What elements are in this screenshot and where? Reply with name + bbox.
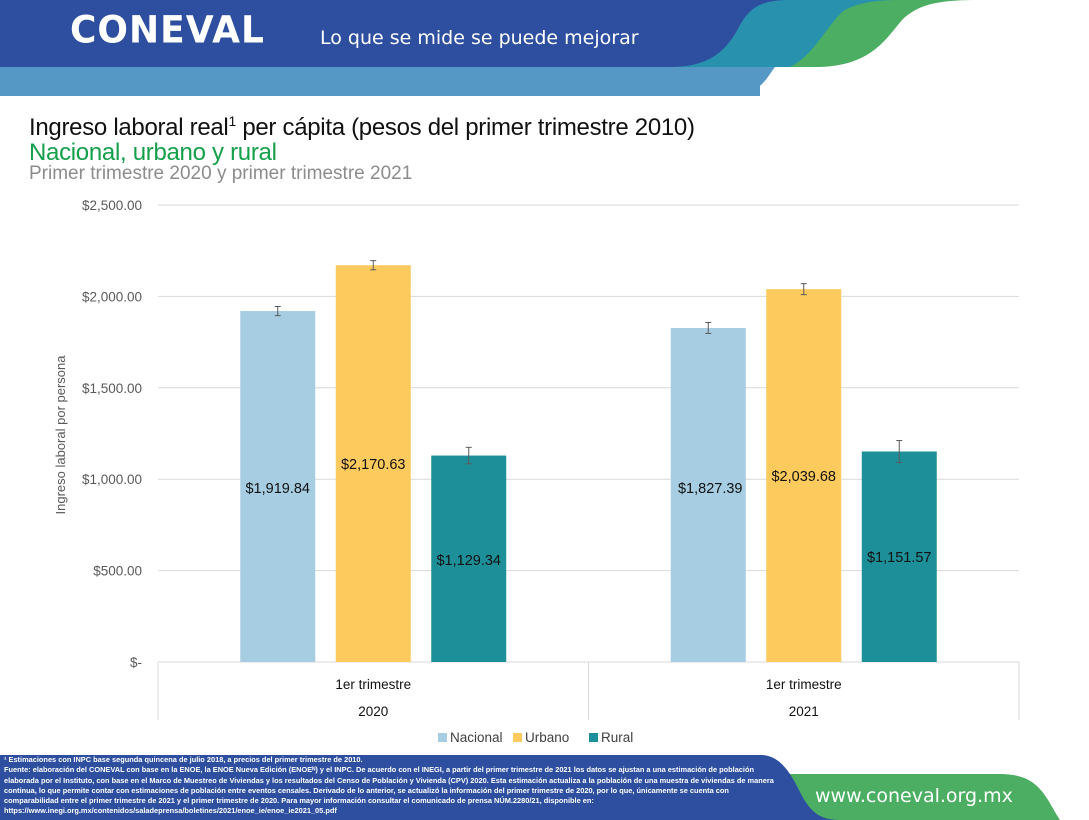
title-rest: per cápita (pesos del primer trimestre 2… [235,114,695,141]
data-label: $2,039.68 [771,469,836,485]
chart-title: Ingreso laboral real1 per cápita (pesos … [29,113,695,142]
legend-label-nacional: Nacional [450,730,503,745]
title-footnote-marker: 1 [228,113,236,129]
legend-label-urbano: Urbano [525,730,569,745]
bar-urbano [335,265,411,662]
bar-urbano [766,289,842,662]
legend-swatch-rural [589,733,598,742]
coneval-logo: CONEVAL [70,8,265,53]
chart-subtitle: Nacional, urbano y rural [29,139,277,166]
category-group-label: 2021 [789,704,819,719]
bar-rural [861,451,937,662]
bar-rural [431,455,507,662]
y-tick-label: $1,500.00 [82,381,142,396]
footnote-link[interactable]: https://www.inegi.org.mx/contenidos/sala… [4,806,337,816]
footer-waves [0,755,1060,820]
website-link[interactable]: www.coneval.org.mx [815,785,1013,807]
y-tick-label: $1,000.00 [82,472,142,487]
footer-green-band [780,774,1060,820]
data-label: $1,827.39 [678,481,743,497]
header-slogan: Lo que se mide se puede mejorar [320,27,639,49]
y-tick-label: $- [130,655,142,670]
bar-chart: $- $500.00 $1,000.00 $1,500.00 $2,000.00 $2,5… [53,198,1020,745]
bar-nacional [670,327,746,662]
footnote-1: ¹ Estimaciones con INPC base segunda qui… [4,755,363,764]
category-label: 1er trimestre [766,677,842,692]
y-tick-label: $500.00 [93,564,142,579]
data-label: $2,170.63 [341,457,406,473]
footnotes: ¹ Estimaciones con INPC base segunda qui… [4,755,774,817]
chart-period: Primer trimestre 2020 y primer trimestre… [29,163,413,184]
data-label: $1,151.57 [867,550,932,566]
footer-banner [0,752,1089,820]
header-light-band [0,66,760,96]
y-axis-label: Ingreso laboral por persona [53,355,68,515]
header-banner: CONEVAL Lo que se mide se puede mejorar [0,0,1089,96]
category-group-label: 2020 [358,704,388,719]
category-label: 1er trimestre [335,677,411,692]
data-label: $1,919.84 [245,481,310,497]
legend-swatch-urbano [513,733,522,742]
header-dark-band [0,0,790,67]
data-label: $1,129.34 [436,553,501,569]
header-light-wave [660,67,775,96]
footer-dark-band [0,755,840,820]
title-main: Ingreso laboral real [29,114,229,141]
header-waves [0,0,980,96]
legend-swatch-nacional [438,733,447,742]
legend-label-rural: Rural [601,730,633,745]
y-tick-label: $2,500.00 [82,198,142,213]
y-tick-label: $2,000.00 [82,289,142,304]
footnote-source: Fuente: elaboración del CONEVAL con base… [4,765,774,806]
bar-nacional [240,311,316,662]
